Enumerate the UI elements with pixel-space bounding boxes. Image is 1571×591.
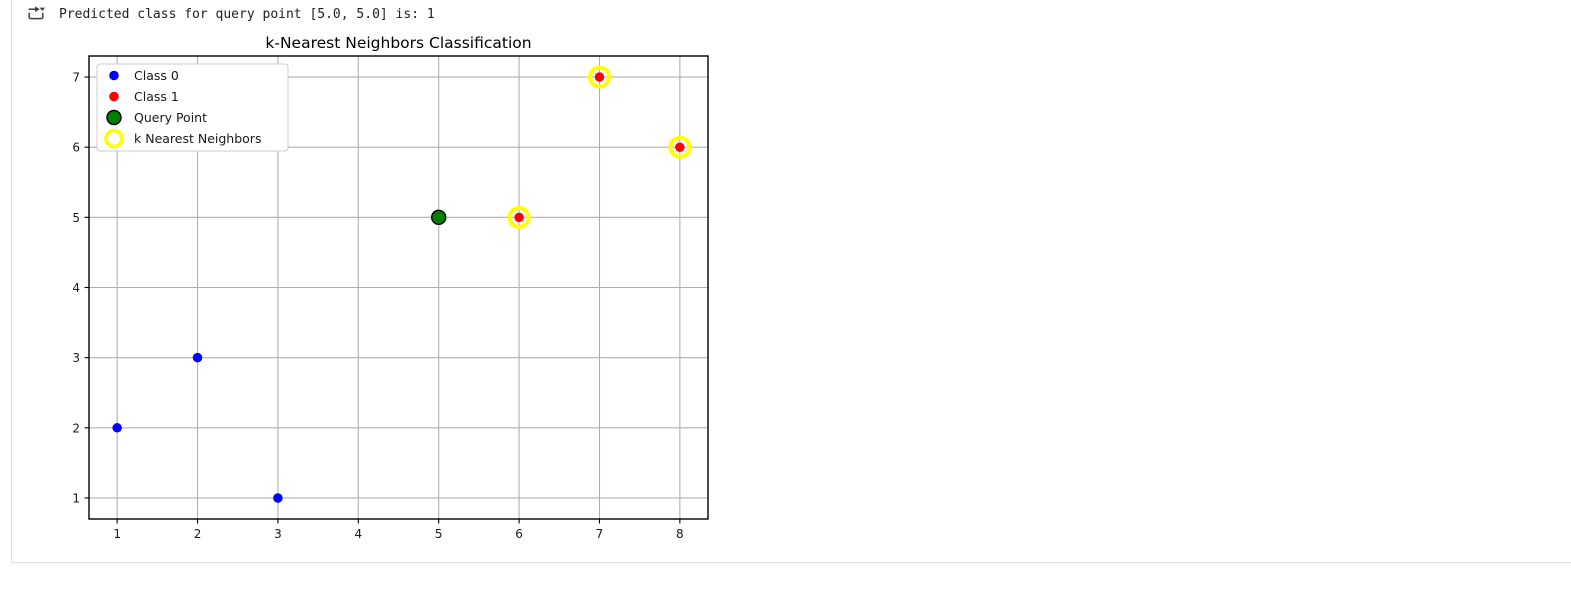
x-tick-label: 4 (354, 527, 362, 541)
point-k-nearest-neighbors (668, 135, 692, 159)
legend-label: Class 0 (134, 68, 179, 83)
legend-marker-class-0 (109, 70, 119, 81)
y-tick-label: 7 (72, 71, 80, 85)
cell-output-toggle-icon[interactable] (26, 4, 46, 24)
legend-label: Class 1 (134, 89, 179, 104)
point-class-1 (514, 212, 524, 223)
x-tick-label: 5 (435, 527, 443, 541)
point-k-nearest-neighbors (507, 205, 531, 229)
point-class-0 (112, 423, 122, 433)
legend-marker-k-nearest-neighbors (104, 128, 124, 149)
legend-marker-class-1 (109, 91, 119, 102)
chart-title: k-Nearest Neighbors Classification (265, 34, 531, 52)
notebook-output-cell: Predicted class for query point [5.0, 5.… (11, 0, 1571, 563)
y-tick-label: 5 (72, 211, 80, 225)
y-tick-label: 3 (72, 351, 80, 365)
y-tick-label: 4 (72, 281, 80, 295)
knn-figure-svg: 1 2 3 4 5 6 7 8 1 2 3 4 5 6 7 k-Nearest Neighbors Class… (13, 28, 753, 562)
legend-label: k Nearest Neighbors (134, 131, 261, 146)
matplotlib-figure: 1 2 3 4 5 6 7 8 1 2 3 4 5 6 7 k-Nearest Neighbors Class… (13, 28, 753, 562)
legend-label: Query Point (134, 110, 207, 125)
x-tick-label: 8 (676, 527, 684, 541)
y-tick-label: 1 (72, 491, 80, 505)
point-class-1 (594, 72, 605, 82)
legend-marker-query-point (106, 109, 122, 126)
point-query-point (430, 209, 447, 226)
x-tick-label: 1 (113, 527, 121, 541)
y-tick-label: 2 (72, 421, 80, 435)
x-tick-label: 7 (596, 527, 604, 541)
point-class-1 (675, 142, 685, 152)
point-k-nearest-neighbors (587, 65, 611, 89)
point-class-0 (192, 352, 203, 363)
x-tick-label: 2 (194, 527, 202, 541)
cell-output-header: Predicted class for query point [5.0, 5.… (26, 3, 435, 25)
cell-output-text: Predicted class for query point [5.0, 5.… (59, 6, 435, 22)
x-tick-label: 6 (515, 527, 523, 541)
point-class-0 (273, 493, 283, 503)
x-tick-label: 3 (274, 527, 282, 541)
y-tick-label: 6 (72, 141, 80, 155)
legend-box (96, 63, 289, 152)
